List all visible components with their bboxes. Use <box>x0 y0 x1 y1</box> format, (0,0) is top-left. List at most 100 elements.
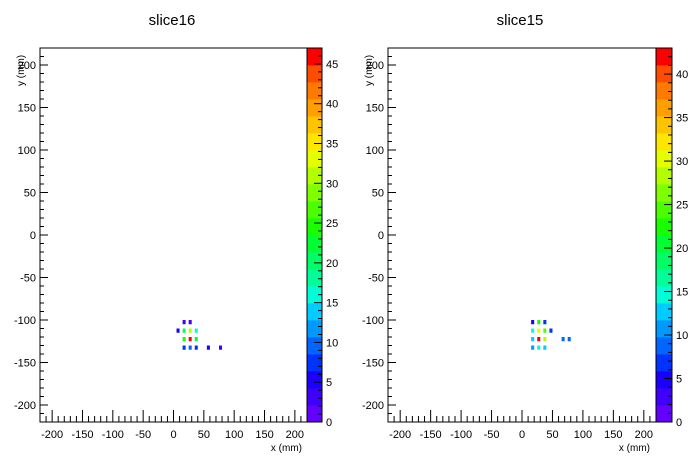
colorbar-band <box>656 371 672 389</box>
colorbar-tick-label: 15 <box>326 298 338 310</box>
x-tick-label: 50 <box>198 429 210 441</box>
x-tick-label: -50 <box>484 429 500 441</box>
x-tick-label: -50 <box>135 429 151 441</box>
colorbar-band <box>656 286 672 304</box>
heatmap-cell <box>194 328 198 333</box>
y-tick-label: -100 <box>14 315 36 327</box>
colorbar-band <box>656 82 672 100</box>
x-tick-label: -100 <box>102 429 124 441</box>
colorbar-band <box>307 354 322 372</box>
colorbar-tick-label: 5 <box>326 377 332 389</box>
colorbar-band <box>656 337 672 355</box>
heatmap-cell <box>182 345 186 350</box>
colorbar-band <box>656 303 672 321</box>
heatmap-cell <box>194 337 198 342</box>
y-tick-label: -200 <box>362 400 384 412</box>
colorbar-tick-label: 5 <box>676 374 682 386</box>
colorbar-band <box>656 388 672 406</box>
colorbar-band <box>656 167 672 185</box>
colorbar-band <box>656 99 672 117</box>
colorbar-band <box>307 82 322 100</box>
y-tick-label: -150 <box>14 358 36 370</box>
colorbar-band <box>656 150 672 168</box>
colorbar-tick-label: 30 <box>326 178 338 190</box>
x-tick-label: -200 <box>389 429 411 441</box>
colorbar-frame <box>306 47 323 423</box>
heatmap-cell <box>219 345 223 350</box>
chart-title: slice16 <box>149 12 196 29</box>
colorbar-band <box>307 184 322 202</box>
colorbar-band <box>656 269 672 287</box>
colorbar-band <box>307 150 322 168</box>
heatmap-cell <box>176 328 180 333</box>
y-tick-label: 150 <box>366 103 384 115</box>
heatmap-cell <box>182 337 186 342</box>
colorbar-band <box>656 405 672 423</box>
y-tick-label: -50 <box>368 273 384 285</box>
colorbar-band <box>307 235 322 253</box>
heatmap-cell <box>182 328 186 333</box>
y-axis-ticks: -200 -150 -100 -50 0 50 100 150 200 <box>362 56 396 414</box>
colorbar-band <box>656 320 672 338</box>
x-tick-label: -150 <box>71 429 93 441</box>
y-tick-label: 100 <box>366 145 384 157</box>
x-tick-label: 100 <box>574 429 592 441</box>
heatmap-cell <box>188 328 192 333</box>
x-tick-label: -150 <box>420 429 442 441</box>
colorbar-tick-label: 40 <box>676 69 688 81</box>
y-tick-label: 200 <box>366 60 384 72</box>
colorbar-band <box>307 218 322 236</box>
x-tick-label: 50 <box>546 429 558 441</box>
x-axis-label: x (mm) <box>271 443 302 454</box>
colorbar-tick-label: 35 <box>326 138 338 150</box>
x-tick-label: 200 <box>635 429 653 441</box>
heatmap-cell <box>543 320 547 325</box>
colorbar-tick-label: 20 <box>326 258 338 270</box>
colorbar-tick-label: 0 <box>676 417 682 429</box>
heatmap-panel-slice15: slice15 -200 -150 -100 -50 0 50 100 150 200 -200… <box>362 12 688 454</box>
colorbar-tick-label: 30 <box>676 156 688 168</box>
x-axis-ticks: -200 -150 -100 -50 0 50 100 150 200 <box>389 410 653 441</box>
heatmap-cell <box>531 320 535 325</box>
colorbar-band <box>307 133 322 151</box>
y-axis-label: y (mm) <box>16 55 27 86</box>
colorbar-band <box>307 201 322 219</box>
colorbar-band <box>307 320 322 338</box>
colorbar-tick-label: 10 <box>326 337 338 349</box>
y-tick-label: 0 <box>378 230 384 242</box>
y-tick-label: -100 <box>362 315 384 327</box>
heatmap-cell <box>531 337 535 342</box>
colorbar-band <box>307 167 322 185</box>
x-tick-label: -100 <box>450 429 472 441</box>
y-tick-label: 50 <box>24 188 36 200</box>
y-axis-ticks: -200 -150 -100 -50 0 50 100 150 200 <box>14 56 48 414</box>
y-tick-label: 100 <box>18 145 36 157</box>
heatmap-cell <box>537 337 541 342</box>
colorbar-frame <box>655 47 673 423</box>
heatmap-cell <box>188 345 192 350</box>
x-tick-label: 150 <box>255 429 273 441</box>
colorbar-tick-label: 45 <box>326 59 338 71</box>
heatmap-cell <box>194 345 198 350</box>
colorbar <box>307 48 322 423</box>
heatmap-cell <box>537 345 541 350</box>
y-tick-label: -50 <box>20 273 36 285</box>
heatmap-cell <box>549 328 553 333</box>
y-tick-label: 150 <box>18 103 36 115</box>
y-axis-label: y (mm) <box>364 55 375 86</box>
x-tick-label: 150 <box>604 429 622 441</box>
colorbar-band <box>656 133 672 151</box>
heatmap-cells <box>176 320 223 350</box>
heatmap-panel-slice16: slice16 -200 -150 -100 -50 0 50 100 150 200 -200… <box>14 12 338 454</box>
heatmap-cell <box>531 345 535 350</box>
heatmap-cell <box>543 328 547 333</box>
colorbar-band <box>307 116 322 134</box>
y-tick-label: 200 <box>18 60 36 72</box>
colorbar-band <box>656 48 672 66</box>
heatmap-cells <box>531 320 571 350</box>
colorbar-band <box>656 218 672 236</box>
heatmap-cell <box>543 345 547 350</box>
x-tick-label: 0 <box>519 429 525 441</box>
